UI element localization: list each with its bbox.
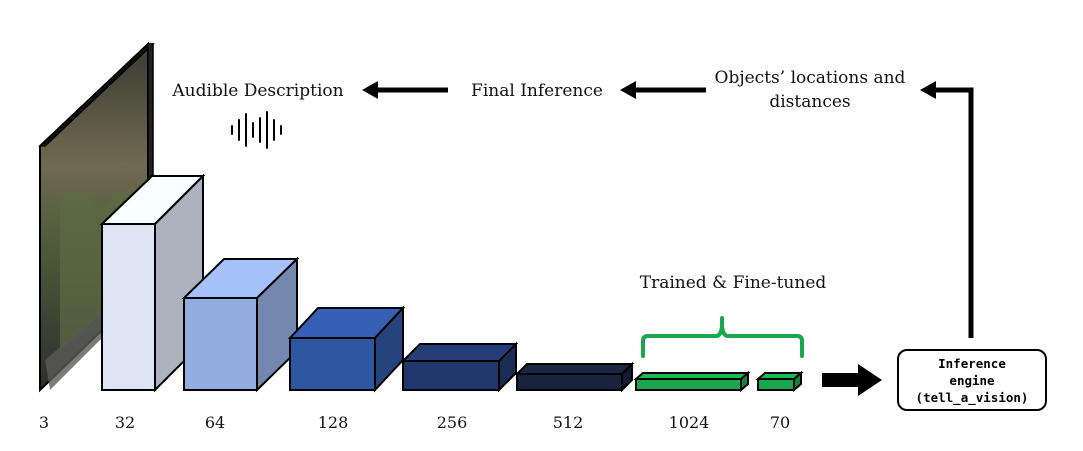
layer-block-512 xyxy=(514,361,635,393)
block-70-front xyxy=(757,378,795,391)
layer-block-64 xyxy=(181,256,300,393)
block-128-front xyxy=(289,337,376,391)
block-1024-side xyxy=(740,370,749,393)
block-256-front xyxy=(402,360,500,391)
layer-size-3: 3 xyxy=(39,413,49,432)
layer-size-70: 70 xyxy=(770,413,790,432)
block-64-front xyxy=(183,297,258,391)
block-1024-front xyxy=(635,378,742,391)
final-inference-label: Final Inference xyxy=(471,81,603,101)
layer-size-1024: 1024 xyxy=(669,413,710,432)
sound-wave-icon xyxy=(231,111,282,149)
layer-size-512: 512 xyxy=(553,413,584,432)
layer-block-256 xyxy=(400,341,519,393)
block-512-front xyxy=(516,373,623,391)
layer-block-1024 xyxy=(633,370,751,393)
block-512-top xyxy=(514,363,635,375)
engine-box-border xyxy=(897,349,1047,411)
layer-block-70 xyxy=(755,370,804,393)
layer-block-32 xyxy=(99,173,206,393)
layer-size-256: 256 xyxy=(437,413,468,432)
arrow-engine-to-objects xyxy=(934,87,974,338)
engine-label-3: (tell_a_vision) xyxy=(916,390,1029,406)
inference-engine-box: Inference engine (tell_a_vision) xyxy=(897,349,1047,411)
layer-size-64: 64 xyxy=(205,413,225,432)
layer-block-128 xyxy=(287,305,406,393)
trained-bracket xyxy=(641,316,804,358)
engine-label-1: Inference xyxy=(938,356,1006,371)
block-512-side xyxy=(621,361,633,393)
layer-numbers: 3 32 64 128 256 512 1024 70 xyxy=(39,413,790,432)
arrow-final-to-audible-head xyxy=(362,81,378,99)
arrow-to-engine xyxy=(822,364,882,396)
audible-description-label: Audible Description xyxy=(171,81,343,101)
objects-label-line2: distances xyxy=(769,92,850,112)
arrow-engine-to-objects-head xyxy=(920,81,936,99)
block-1024-top xyxy=(633,372,751,380)
block-32-front xyxy=(101,223,156,391)
arrow-objects-to-final-head xyxy=(620,81,636,99)
objects-label-line1: Objects’ locations and xyxy=(715,68,906,88)
layer-size-32: 32 xyxy=(115,413,135,432)
trained-label: Trained & Fine-tuned xyxy=(640,273,827,293)
engine-label-2: engine xyxy=(949,373,995,388)
block-70-side xyxy=(793,370,802,393)
block-256-top xyxy=(400,343,519,362)
layer-size-128: 128 xyxy=(318,413,349,432)
